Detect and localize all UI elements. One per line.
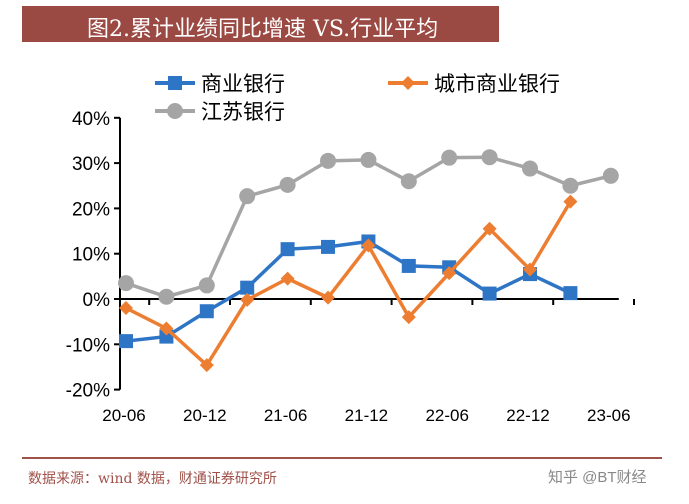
data-point-1 [119,301,133,316]
data-point-1 [159,321,174,336]
x-tick-label: 22-06 [425,406,468,425]
data-point-0 [119,334,133,349]
data-point-2 [279,176,296,193]
data-point-2 [158,288,175,305]
legend-marker [401,76,415,90]
data-point-2 [441,149,458,166]
data-point-0 [199,304,214,319]
data-point-2 [360,151,377,168]
watermark: 知乎 @BT财经 [548,469,647,486]
x-tick-label: 20-06 [102,406,145,425]
data-point-2 [562,177,579,194]
data-point-0 [321,239,335,254]
series-line-1 [125,200,572,368]
x-tick-label: 20-12 [183,406,226,425]
legend-label: 江苏银行 [201,100,285,124]
y-tick-label: -20% [66,381,110,402]
data-point-2 [602,167,619,184]
data-point-0 [280,242,295,257]
y-tick-label: 0% [83,290,111,311]
data-point-2 [198,277,215,294]
legend-label: 商业银行 [201,72,285,96]
legend-label: 城市商业银行 [434,72,560,96]
data-point-1 [523,262,537,277]
data-point-1 [280,271,295,286]
x-tick-label: 22-12 [506,406,549,425]
data-point-1 [401,310,416,325]
data-point-2 [118,275,134,292]
data-point-2 [481,149,498,166]
data-point-2 [522,160,538,177]
data-point-1 [482,221,497,236]
data-point-2 [320,152,336,169]
y-tick-label: 40% [72,109,110,130]
data-point-0 [240,280,255,295]
data-point-1 [240,292,255,307]
y-tick-label: -10% [66,335,110,356]
data-point-1 [361,238,376,253]
data-point-2 [400,173,417,190]
y-tick-label: 20% [72,199,110,220]
source-note: 数据来源：wind 数据，财通证券研究所 [28,471,277,487]
series-line-0 [125,239,572,343]
legend-marker [168,76,182,90]
footer-divider [22,457,662,459]
data-point-2 [239,188,256,205]
x-tick-label: 21-06 [264,406,307,425]
y-tick-label: 10% [72,245,110,266]
x-tick-label: 21-12 [345,406,388,425]
data-point-1 [563,194,578,209]
legend-marker [167,103,183,119]
chart-title: 图2.累计业绩同比增速 VS.行业平均 [87,17,439,42]
data-point-0 [482,286,497,301]
data-point-1 [442,266,457,281]
data-point-1 [199,358,214,373]
data-point-1 [321,290,335,305]
series-line-2 [125,155,612,299]
x-tick-label: 23-06 [587,406,630,425]
y-tick-label: 30% [72,154,110,175]
title-bar: 图2.累计业绩同比增速 VS.行业平均 [22,6,499,42]
data-point-0 [401,258,416,273]
data-point-0 [563,286,578,301]
